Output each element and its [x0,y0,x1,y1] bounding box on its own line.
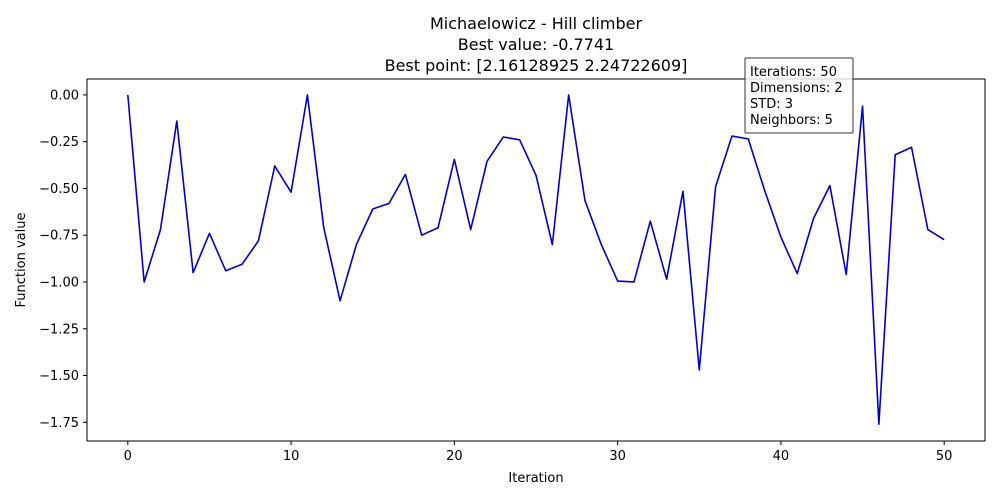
title-line-3: Best point: [2.16128925 2.24722609] [385,56,688,75]
x-tick-label: 20 [446,449,463,464]
info-neighbors: Neighbors: 5 [750,113,833,128]
y-axis-ticks: 0.00 −0.25 −0.50 −0.75 −1.00 −1.25 −1.50 −1.75 [39,88,87,431]
x-tick-label: 40 [773,449,790,464]
y-tick-label: −0.50 [39,182,79,197]
y-tick-label: 0.00 [50,88,79,103]
info-std: STD: 3 [750,97,793,112]
y-tick-label: −0.75 [39,229,79,244]
y-tick-label: −1.75 [39,416,79,431]
x-tick-label: 50 [936,449,953,464]
x-axis-label: Iteration [508,471,563,486]
x-tick-label: 0 [124,449,132,464]
y-tick-label: −1.00 [39,275,79,290]
y-tick-label: −1.50 [39,369,79,384]
title-line-2: Best value: -0.7741 [458,35,614,54]
x-tick-label: 10 [283,449,300,464]
info-box: Iterations: 50 Dimensions: 2 STD: 3 Neig… [744,57,854,134]
y-tick-label: −0.25 [39,135,79,150]
title-line-1: Michaelowicz - Hill climber [430,14,642,33]
info-dimensions: Dimensions: 2 [750,81,843,96]
chart-title: Michaelowicz - Hill climber Best value: … [385,14,688,75]
y-tick-label: −1.25 [39,322,79,337]
plot-area-frame [86,78,986,442]
series-layer [127,94,945,425]
info-iterations: Iterations: 50 [750,65,837,80]
info-box-frame [744,57,854,134]
y-axis-label: Function value [14,213,29,308]
x-axis-ticks: 0 10 20 30 40 50 [124,441,953,464]
series-line [127,94,945,425]
x-tick-label: 30 [609,449,626,464]
